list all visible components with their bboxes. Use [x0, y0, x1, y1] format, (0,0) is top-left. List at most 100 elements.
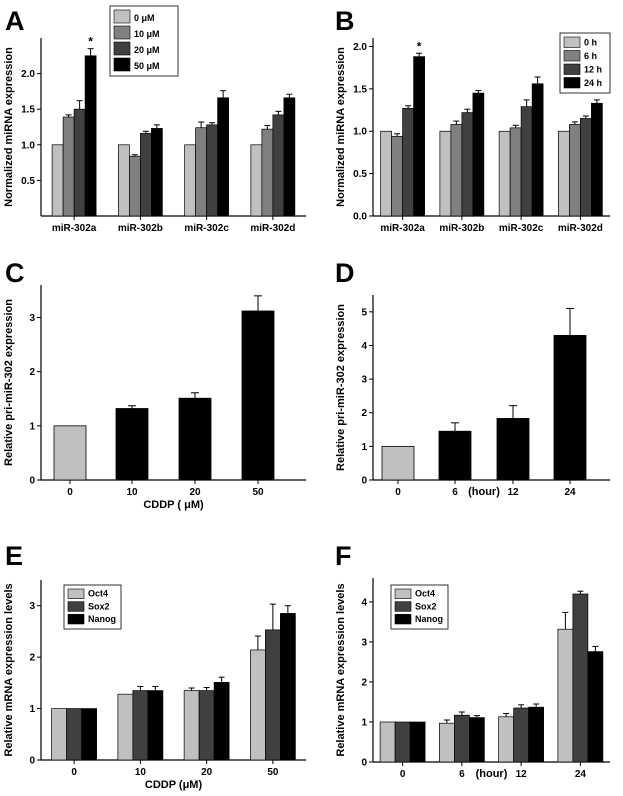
x-tick-label: 10	[126, 487, 138, 498]
legend-label: 20 μM	[134, 45, 160, 55]
legend-swatch	[563, 77, 581, 89]
bar	[381, 445, 415, 481]
legend: Oct4 Sox2 Nanog	[63, 584, 122, 630]
panel-c: C 0 1 2 3 Relative pri-miR-302 expression 0 10 2…	[3, 258, 306, 511]
bar	[62, 116, 75, 217]
bar	[439, 130, 452, 217]
legend-swatch	[67, 588, 85, 599]
bar	[73, 108, 86, 217]
x-tick-label: 20	[201, 767, 213, 778]
y-tick-label: 3	[361, 638, 367, 649]
legend-label: 10 μM	[134, 29, 160, 39]
y-tick-label: 3	[361, 375, 367, 386]
panel-label: F	[335, 541, 352, 571]
bar	[569, 124, 581, 217]
legend-swatch	[67, 601, 85, 612]
y-tick-label: 4	[361, 598, 367, 609]
x-tick-label: 0	[395, 487, 401, 498]
y-axis-label: Relative mRNA expression levels	[335, 583, 347, 756]
bar	[195, 127, 207, 217]
bar	[213, 681, 230, 761]
y-tick-label: 2.0	[21, 69, 35, 80]
bar	[147, 690, 164, 761]
bar	[66, 708, 82, 761]
significance-star: *	[417, 39, 422, 53]
x-tick-label: miR-302c	[184, 223, 229, 234]
x-tick-label: 0	[67, 487, 73, 498]
bar	[81, 708, 97, 761]
y-axis-label: Relative pri-miR-302 expression	[3, 299, 15, 466]
bar	[591, 102, 603, 217]
x-axis-label: CDDP ( μM)	[143, 499, 204, 511]
bar	[178, 397, 212, 481]
legend-swatch	[113, 25, 131, 40]
legend-swatch	[394, 601, 412, 612]
bar	[184, 144, 196, 217]
x-tick-label: miR-302d	[250, 223, 295, 234]
bar	[132, 690, 149, 761]
y-axis-label: Relative mRNA expression levels	[3, 583, 15, 756]
y-tick-label: 1.5	[21, 105, 35, 116]
panel-label: B	[335, 6, 355, 36]
legend: Oct4 Sox2 Nanog	[390, 584, 449, 630]
legend-swatch	[113, 9, 131, 24]
bar	[261, 128, 274, 217]
bar	[580, 118, 592, 217]
bar	[241, 310, 275, 481]
y-axis-label: Normalized miRNA expression	[3, 47, 15, 207]
x-tick-label: 0	[71, 767, 77, 778]
bar	[498, 130, 511, 217]
bar	[409, 721, 426, 763]
bar	[557, 628, 574, 763]
legend-swatch	[113, 41, 131, 56]
bar	[250, 649, 266, 761]
legend-swatch	[113, 57, 131, 72]
bar	[450, 124, 463, 217]
bar	[217, 97, 229, 217]
legend-label: 12 h	[584, 65, 602, 75]
x-tick-label: 12	[516, 769, 528, 780]
y-tick-label: 5	[361, 307, 367, 318]
legend-swatch	[563, 36, 581, 48]
bar	[53, 425, 87, 481]
legend: 0 h 6 h 12 h 24 h	[559, 32, 611, 94]
x-tick-label: 6	[452, 487, 458, 498]
x-tick-label: 10	[135, 767, 147, 778]
y-tick-label: 2	[361, 408, 367, 419]
legend-label: 50 μM	[134, 61, 160, 71]
y-tick-label: 0	[361, 476, 367, 487]
y-tick-label: 2.0	[353, 42, 367, 53]
y-tick-label: 0.5	[21, 176, 35, 187]
significance-star: *	[88, 35, 93, 49]
x-tick-label: miR-302b	[439, 223, 484, 234]
panel-b: B 0.0 0.5 1.0 1.5 2.0 Normalized miRNA express…	[335, 6, 611, 234]
bar	[469, 717, 485, 763]
y-tick-label: 0	[29, 476, 35, 487]
x-tick-label: miR-302b	[118, 223, 163, 234]
bar	[413, 56, 425, 217]
y-tick-label: 3	[29, 601, 35, 612]
bar	[496, 418, 530, 481]
y-tick-label: 0	[29, 756, 35, 767]
bar	[265, 629, 281, 761]
y-tick-label: 2	[361, 678, 367, 689]
bar	[151, 128, 163, 217]
bar	[380, 130, 392, 217]
bar	[140, 133, 152, 217]
y-tick-label: 0.5	[353, 169, 367, 180]
bar	[115, 408, 149, 481]
bar	[379, 721, 396, 763]
x-tick-label: 50	[267, 767, 279, 778]
bar	[51, 144, 64, 217]
x-tick-label: miR-302a	[380, 223, 425, 234]
bar	[117, 693, 134, 761]
legend-label: Oct4	[88, 589, 108, 599]
legend-label: Nanog	[88, 614, 116, 624]
legend-label: 24 h	[584, 78, 602, 88]
y-tick-label: 1	[29, 421, 35, 432]
bar	[454, 714, 470, 763]
y-tick-label: 1.0	[21, 140, 35, 151]
bar	[520, 106, 533, 217]
legend-label: Nanog	[415, 614, 443, 624]
x-tick-label: miR-302a	[52, 223, 97, 234]
